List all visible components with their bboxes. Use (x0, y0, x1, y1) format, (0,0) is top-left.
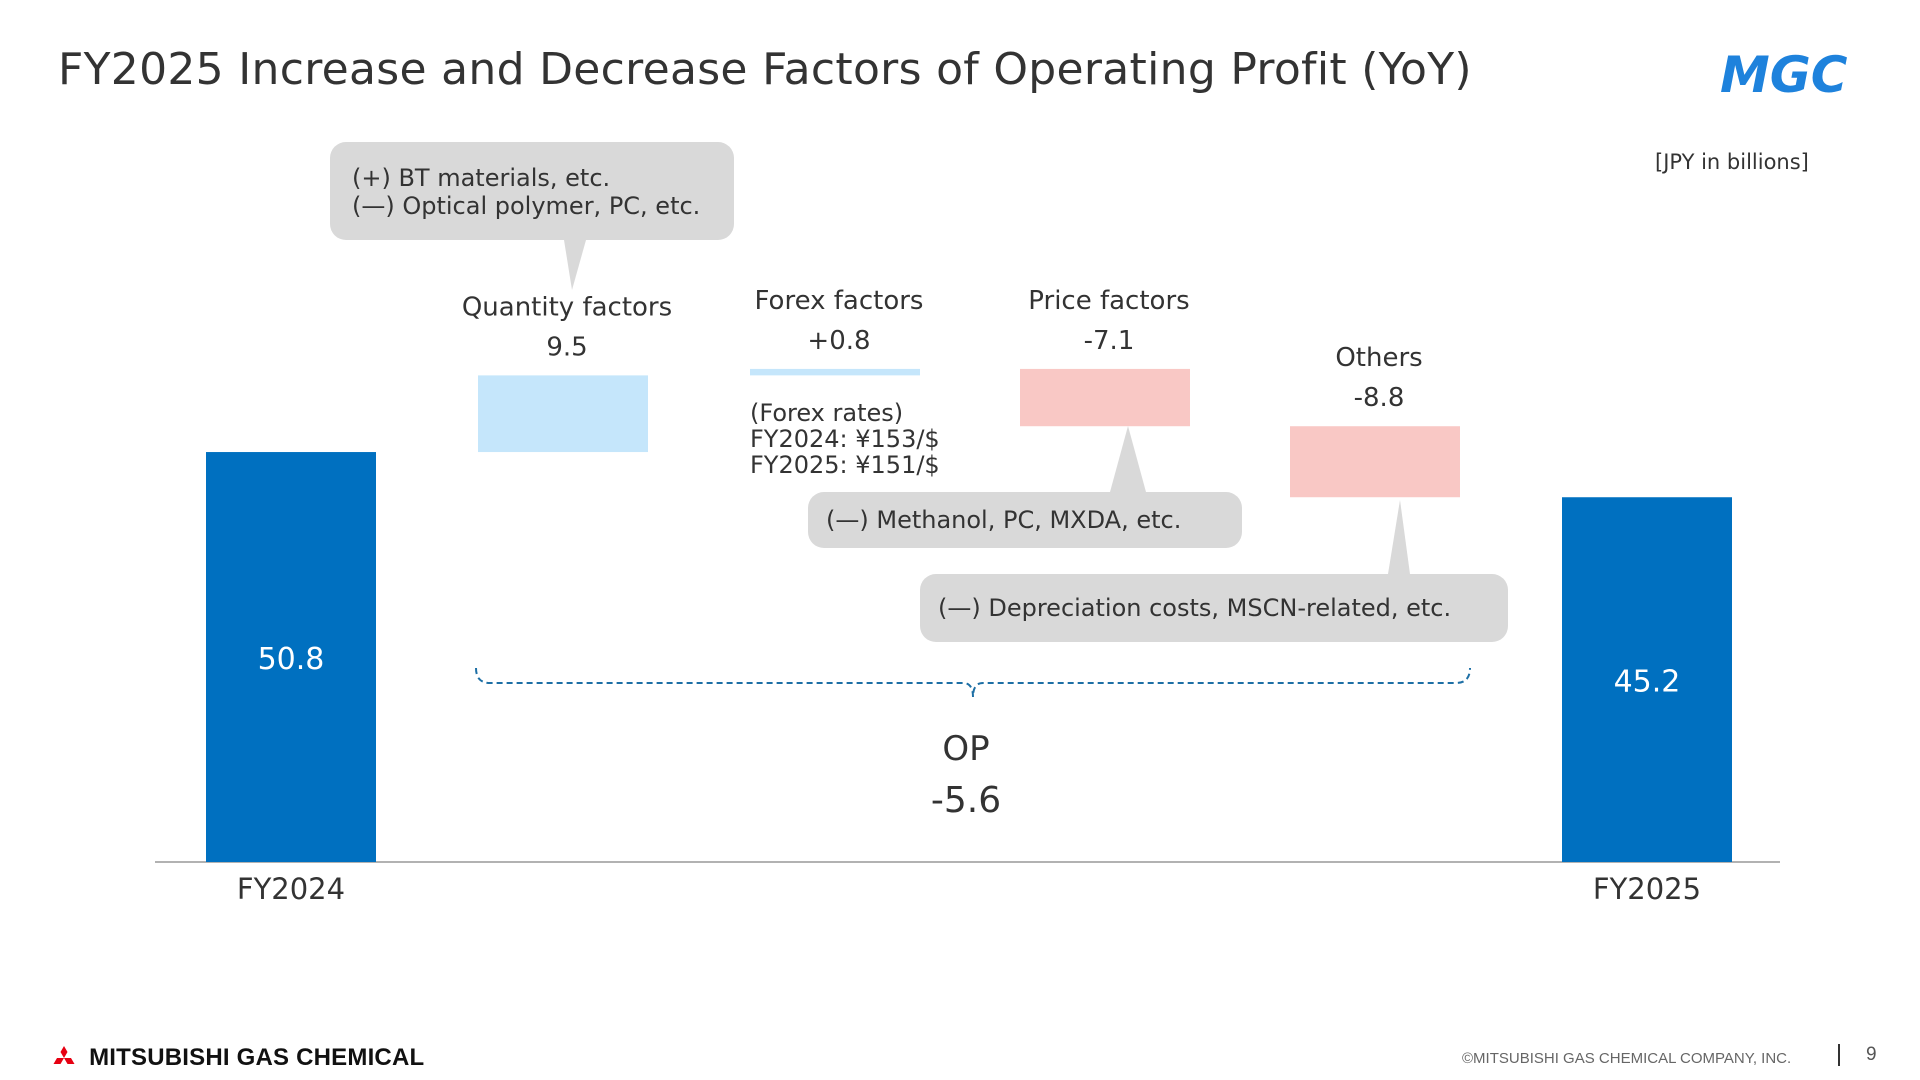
category-label: Quantity factors (462, 292, 672, 322)
mgc-logo: MGC (1720, 48, 1848, 98)
category-label: Forex factors (755, 286, 924, 316)
summary-value: -5.6 (931, 780, 1001, 821)
x-tick-label: FY2025 (1593, 872, 1701, 906)
bar-price-factors (1020, 368, 1190, 427)
summary-label: OP (942, 729, 989, 769)
page-title: FY2025 Increase and Decrease Factors of … (58, 44, 1472, 95)
bar-forex-factors (750, 368, 920, 376)
callout-line: (—) Optical polymer, PC, etc. (352, 192, 701, 220)
category-label: Others (1335, 343, 1422, 373)
data-label: 45.2 (1614, 665, 1681, 700)
callout-pointer (1388, 500, 1410, 574)
x-tick-label: FY2024 (237, 872, 345, 906)
callout-price: (—) Methanol, PC, MXDA, etc. (808, 492, 1242, 548)
data-label: -8.8 (1354, 383, 1405, 413)
callout-pointer (564, 240, 586, 290)
callout-quantity: (+) BT materials, etc. (—) Optical polym… (330, 142, 734, 240)
copyright: ©MITSUBISHI GAS CHEMICAL COMPANY, INC. (1462, 1050, 1792, 1067)
category-label: Price factors (1028, 286, 1189, 316)
footer-company-logo: MITSUBISHI GAS CHEMICAL (50, 1044, 424, 1074)
data-label: +0.8 (807, 326, 870, 356)
callout-line: (+) BT materials, etc. (352, 164, 611, 192)
data-label: -7.1 (1084, 326, 1135, 356)
forex-note-fy2025: FY2025: ¥151/$ (750, 451, 940, 479)
total-change-bracket (475, 667, 1471, 698)
callout-others: (—) Depreciation costs, MSCN-related, et… (920, 574, 1508, 642)
bar-quantity-factors (478, 375, 648, 453)
callout-line: (—) Depreciation costs, MSCN-related, et… (938, 594, 1452, 622)
data-label: 9.5 (546, 332, 587, 362)
callout-line: (—) Methanol, PC, MXDA, etc. (826, 506, 1182, 534)
page-number: 9 (1866, 1044, 1877, 1065)
bar-fy2025 (1562, 497, 1732, 862)
forex-note-heading: (Forex rates) (750, 399, 904, 427)
forex-note-fy2024: FY2024: ¥153/$ (750, 425, 940, 453)
bar-others (1290, 426, 1460, 498)
forex-rates-note: (Forex rates) FY2024: ¥153/$ FY2025: ¥15… (750, 400, 940, 478)
unit-note: [JPY in billions] (1655, 150, 1809, 174)
data-label: 50.8 (258, 642, 325, 677)
footer-divider (1838, 1044, 1840, 1066)
callout-pointer (1110, 426, 1146, 492)
logo-text: MGC (1720, 48, 1848, 98)
three-diamonds-icon (53, 1046, 75, 1064)
footer-company-name: MITSUBISHI GAS CHEMICAL (89, 1044, 425, 1071)
bar-fy2024 (206, 452, 376, 862)
